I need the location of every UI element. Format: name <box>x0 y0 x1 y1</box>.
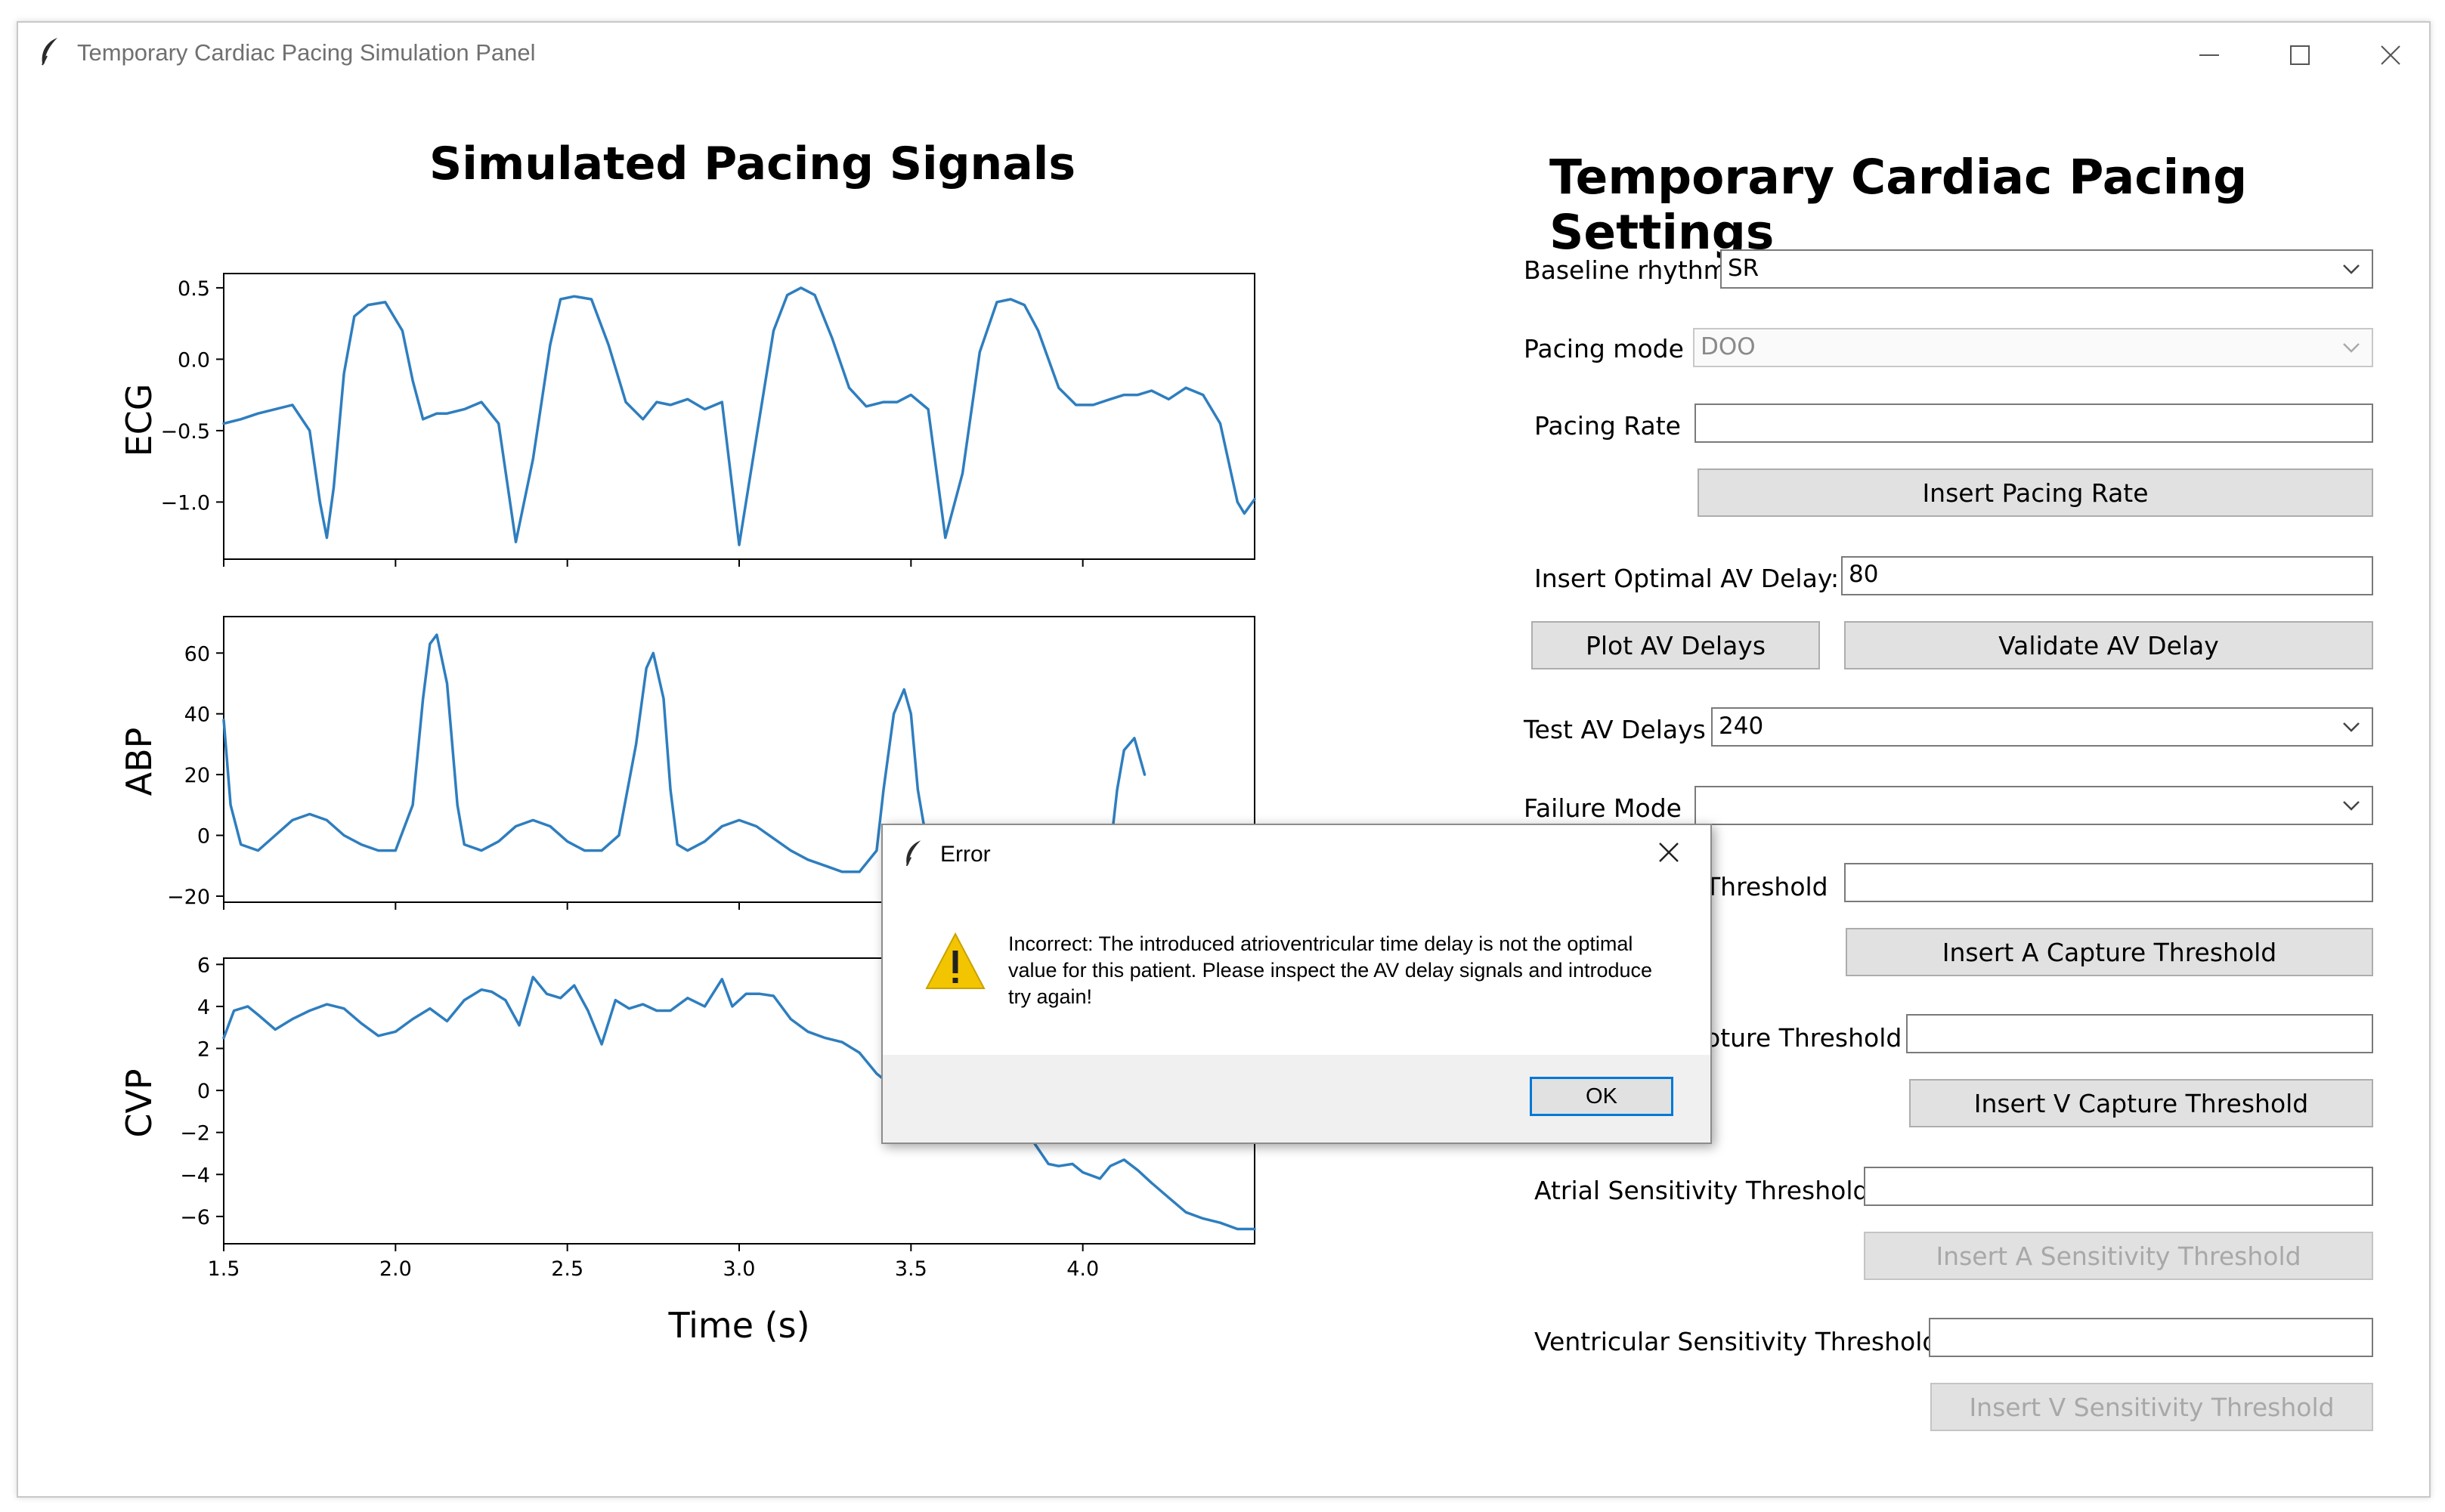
chevron-down-icon <box>2343 264 2360 274</box>
dialog-footer: OK <box>883 1055 1710 1143</box>
pacing-mode-value: DOO <box>1701 333 1756 360</box>
close-window-button[interactable] <box>2363 32 2417 76</box>
x-tick-label: 1.5 <box>208 1257 240 1281</box>
error-dialog: Error Incorrect: The introduced atrioven… <box>881 824 1712 1144</box>
a-capture-threshold-label: Threshold <box>1705 872 1828 901</box>
x-tick-label: 3.0 <box>723 1257 756 1281</box>
y-tick-label: −4 <box>180 1164 210 1187</box>
ok-button[interactable]: OK <box>1530 1077 1673 1116</box>
dialog-title: Error <box>940 842 991 867</box>
ventricular-sensitivity-input[interactable] <box>1929 1318 2373 1357</box>
x-tick-label: 3.5 <box>895 1257 927 1281</box>
y-axis-label: CVP <box>119 1068 159 1137</box>
maximize-button[interactable] <box>2272 32 2326 76</box>
y-axis-label: ABP <box>119 728 159 796</box>
feather-icon <box>38 36 60 70</box>
chevron-down-icon <box>2343 343 2360 353</box>
close-icon <box>1659 843 1679 862</box>
v-capture-threshold-label: oture Threshold <box>1705 1023 1902 1053</box>
pacing-mode-label: Pacing mode <box>1524 334 1684 363</box>
window-title: Temporary Cardiac Pacing Simulation Pane… <box>77 39 536 66</box>
baseline-rhythm-value: SR <box>1728 255 1759 282</box>
av-delay-label: Insert Optimal AV Delay: <box>1534 564 1840 593</box>
pacing-rate-input[interactable] <box>1694 404 2373 443</box>
y-tick-label: 0 <box>197 825 210 849</box>
a-capture-threshold-input[interactable] <box>1844 863 2373 902</box>
y-tick-label: 0.5 <box>178 277 210 301</box>
y-tick-label: −1.0 <box>160 491 210 515</box>
y-tick-label: −20 <box>167 886 210 909</box>
series-line <box>222 286 1256 546</box>
y-tick-label: −0.5 <box>160 420 210 444</box>
x-tick-label: 2.5 <box>551 1257 583 1281</box>
y-tick-label: 40 <box>184 703 210 727</box>
baseline-rhythm-label: Baseline rhythm <box>1524 255 1728 285</box>
x-tick-label: 4.0 <box>1066 1257 1099 1281</box>
y-tick-label: −6 <box>180 1206 210 1229</box>
minimize-icon <box>2199 54 2219 56</box>
title-bar: Temporary Cardiac Pacing Simulation Pane… <box>18 23 2429 86</box>
y-tick-label: 4 <box>197 996 210 1019</box>
insert-a-capture-threshold-button[interactable]: Insert A Capture Threshold <box>1846 928 2373 976</box>
atrial-sensitivity-input[interactable] <box>1864 1167 2373 1206</box>
y-tick-label: 60 <box>184 642 210 666</box>
settings-title: Temporary Cardiac Pacing Settings <box>1549 150 2248 260</box>
signal-plots: 0.50.0−0.5−1.0ECG6040200−20ABP6420−2−4−6… <box>119 273 1256 1346</box>
pacing-mode-select[interactable]: DOO <box>1693 328 2373 367</box>
plot-av-delays-button[interactable]: Plot AV Delays <box>1531 621 1820 669</box>
atrial-sensitivity-label: Atrial Sensitivity Threshold <box>1534 1176 1869 1205</box>
y-tick-label: 6 <box>197 954 210 977</box>
y-tick-label: −2 <box>180 1122 210 1146</box>
failure-mode-label: Failure Mode <box>1524 793 1682 823</box>
minimize-button[interactable] <box>2181 32 2236 76</box>
maximize-icon <box>2290 45 2310 65</box>
test-av-delays-value: 240 <box>1719 713 1764 740</box>
insert-v-sensitivity-threshold-button[interactable]: Insert V Sensitivity Threshold <box>1930 1383 2373 1431</box>
close-icon <box>2381 45 2400 65</box>
insert-v-capture-threshold-button[interactable]: Insert V Capture Threshold <box>1909 1079 2373 1127</box>
y-tick-label: 0.0 <box>178 348 210 372</box>
test-av-delays-label: Test AV Delays <box>1524 715 1706 744</box>
baseline-rhythm-select[interactable]: SR <box>1720 249 2373 289</box>
insert-pacing-rate-button[interactable]: Insert Pacing Rate <box>1698 468 2373 517</box>
dialog-close-button[interactable] <box>1655 839 1685 869</box>
y-tick-label: 2 <box>197 1038 210 1062</box>
v-capture-threshold-input[interactable] <box>1906 1014 2373 1053</box>
av-delay-input[interactable]: 80 <box>1841 556 2373 595</box>
chart-panel-title: Simulated Pacing Signals <box>429 138 1076 190</box>
dialog-message: Incorrect: The introduced atrioventricul… <box>1008 932 1653 1008</box>
test-av-delays-select[interactable]: 240 <box>1711 707 2373 747</box>
warning-icon <box>924 931 987 994</box>
y-axis-label: ECG <box>119 384 159 457</box>
series-line <box>222 976 1256 1231</box>
chevron-down-icon <box>2343 722 2360 732</box>
failure-mode-select[interactable] <box>1694 786 2373 825</box>
insert-a-sensitivity-threshold-button[interactable]: Insert A Sensitivity Threshold <box>1864 1232 2373 1280</box>
x-axis-label: Time (s) <box>667 1305 809 1346</box>
plot-frame <box>223 273 1255 560</box>
ventricular-sensitivity-label: Ventricular Sensitivity Threshold <box>1534 1327 1939 1356</box>
validate-av-delay-button[interactable]: Validate AV Delay <box>1844 621 2373 669</box>
chevron-down-icon <box>2343 801 2360 811</box>
feather-icon <box>902 839 924 870</box>
x-tick-label: 2.0 <box>379 1257 412 1281</box>
pacing-rate-label: Pacing Rate <box>1534 411 1681 441</box>
y-tick-label: 0 <box>197 1080 210 1103</box>
y-tick-label: 20 <box>184 764 210 787</box>
